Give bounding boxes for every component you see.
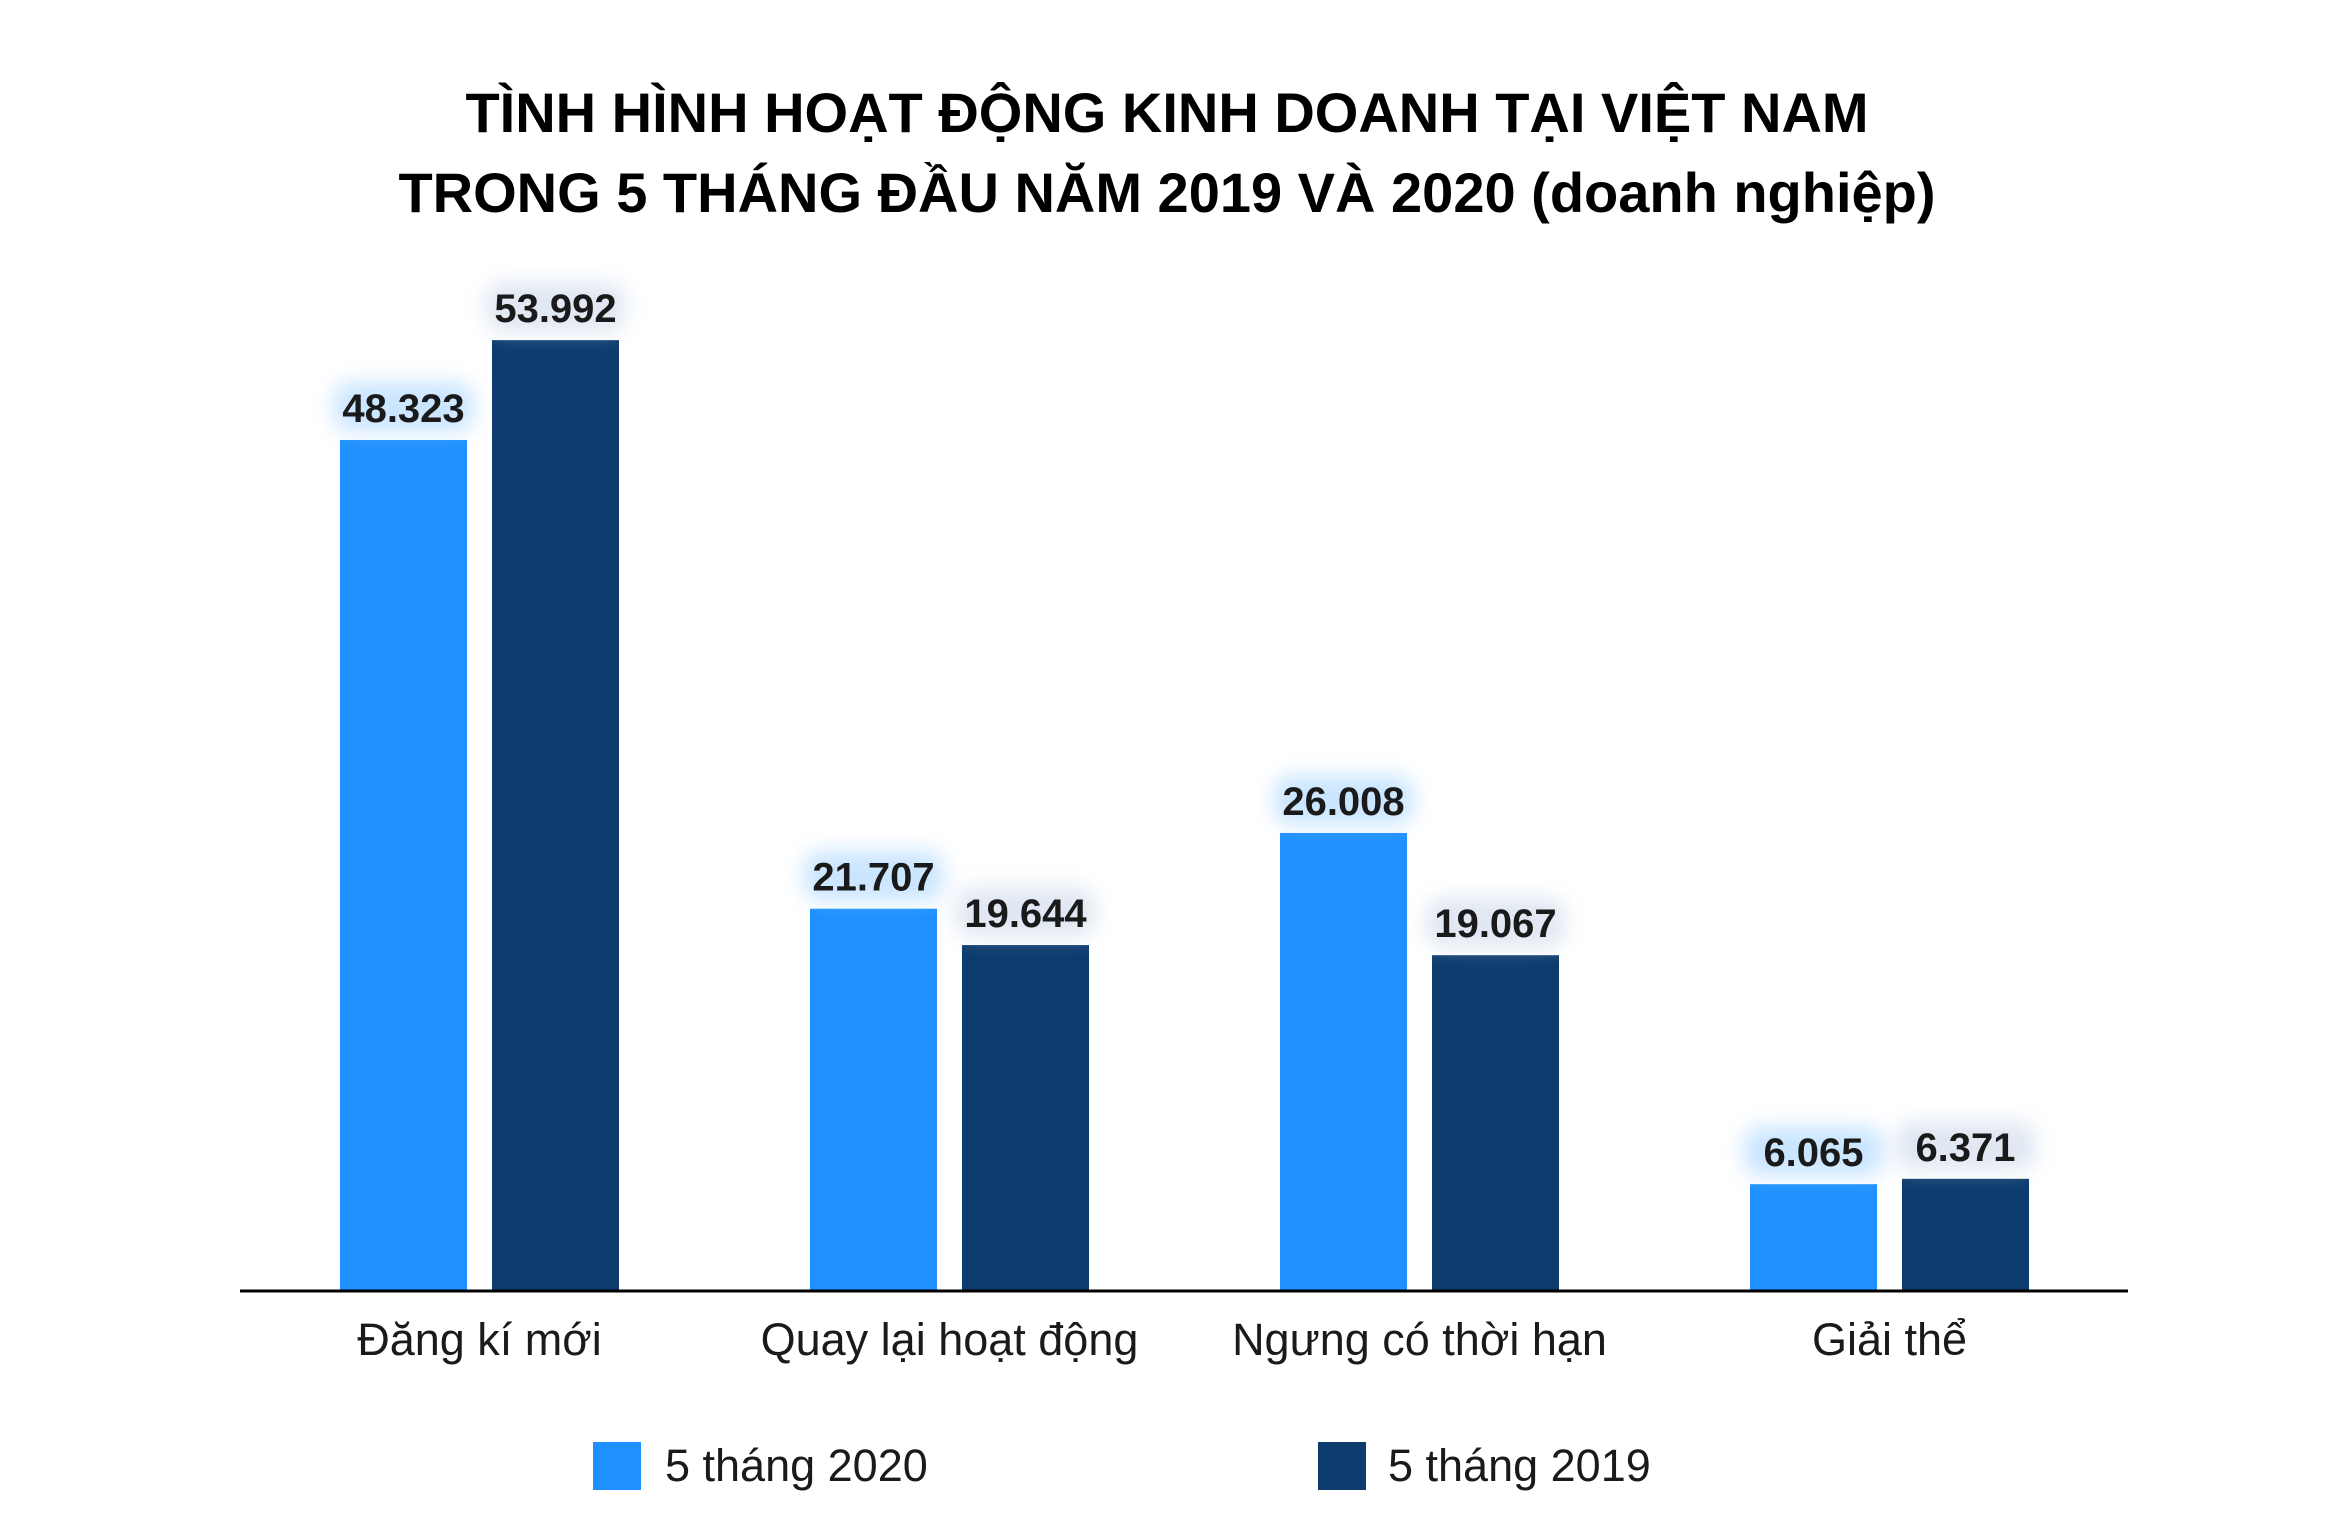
value-label-glow: [803, 850, 944, 901]
value-label: 48.323: [342, 387, 464, 431]
category-label: Ngưng có thời hạn: [1232, 1314, 1607, 1365]
bar-2020-3: [1750, 1184, 1877, 1291]
value-label-glow: [1895, 1120, 2036, 1171]
bar-2020-2: [1280, 832, 1407, 1291]
legend-label: 5 tháng 2020: [665, 1440, 928, 1491]
value-label: 19.644: [964, 892, 1087, 936]
chart-title: TÌNH HÌNH HOẠT ĐỘNG KINH DOANH TẠI VIỆT …: [465, 81, 1868, 144]
value-labels-group: 48.323 53.992 21.707 19.644 26.008 19.067 6.06…: [333, 282, 2036, 1177]
value-label-glow: [1425, 897, 1566, 948]
category-label: Đăng kí mới: [357, 1314, 602, 1365]
category-label: Giải thể: [1812, 1314, 1967, 1365]
value-label-glow: [1273, 774, 1414, 825]
bar-2020-0: [340, 439, 467, 1291]
value-label: 6.065: [1763, 1131, 1863, 1175]
value-label: 6.371: [1915, 1126, 2015, 1170]
bars-group: [340, 340, 2029, 1292]
value-label-glow: [333, 381, 474, 432]
category-labels-group: Đăng kí mới Quay lại hoạt động Ngưng có th…: [357, 1314, 1967, 1365]
legend: 5 tháng 2020 5 tháng 2019: [593, 1440, 1651, 1491]
legend-label: 5 tháng 2019: [1388, 1440, 1651, 1491]
value-label-glow: [485, 282, 626, 333]
value-label: 53.992: [494, 287, 616, 331]
bar-2019-0: [492, 340, 619, 1292]
value-label: 26.008: [1282, 780, 1404, 824]
bar-2020-1: [810, 908, 937, 1291]
value-label-glow: [1743, 1126, 1884, 1177]
value-label: 21.707: [812, 856, 934, 900]
value-label: 19.067: [1434, 902, 1556, 946]
value-label-glow: [955, 887, 1096, 938]
legend-swatch: [1318, 1442, 1366, 1490]
bar-2019-2: [1432, 955, 1559, 1291]
bar-2019-1: [962, 945, 1089, 1291]
category-label: Quay lại hoạt động: [761, 1314, 1139, 1365]
legend-swatch: [593, 1442, 641, 1490]
bar-2019-3: [1902, 1178, 2029, 1291]
chart-subtitle: TRONG 5 THÁNG ĐẦU NĂM 2019 VÀ 2020 (doan…: [398, 161, 1935, 224]
